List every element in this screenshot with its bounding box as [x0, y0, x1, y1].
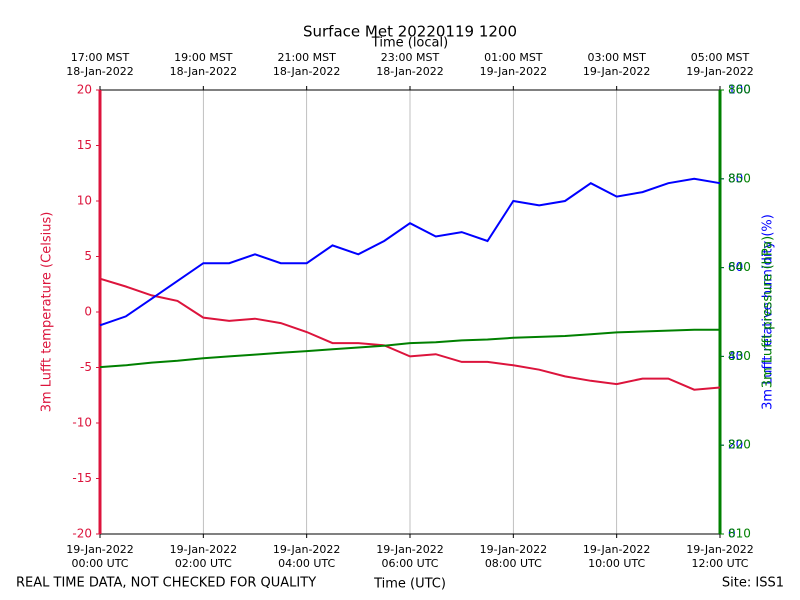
y2-tick-label: 80 — [728, 171, 743, 185]
y2-tick-label: 40 — [728, 349, 743, 363]
x-axis-label: Time (UTC) — [373, 577, 446, 592]
x2-tick-label: 23:00 MST 18-Jan-2022 — [376, 51, 444, 78]
y3-tick-label: 860 — [728, 83, 751, 97]
x-tick-label: 19-Jan-2022 04:00 UTC — [273, 543, 341, 570]
x-tick-label: 19-Jan-2022 08:00 UTC — [480, 543, 548, 570]
y-tick-label: 15 — [77, 138, 92, 152]
y-tick-label: 10 — [77, 194, 92, 208]
y-axis-label: 3m Lufft temperature (Celsius) — [40, 212, 55, 413]
y2-tick-label: 0 — [728, 527, 736, 541]
x2-tick-label: 05:00 MST 19-Jan-2022 — [686, 51, 754, 78]
x2-tick-label: 17:00 MST 18-Jan-2022 — [66, 51, 134, 78]
y2-tick-label: 20 — [728, 438, 743, 452]
data-line — [99, 277, 721, 391]
data-line — [99, 177, 721, 327]
chart-title: Surface Met 20220119 1200 — [303, 23, 517, 41]
y3-axis-label: 3m Lufft pressure (hPa) — [761, 236, 776, 388]
site-label: Site: ISS1 — [722, 576, 784, 591]
x2-tick-label: 01:00 MST 19-Jan-2022 — [480, 51, 548, 78]
y3-tick-label: 820 — [728, 438, 751, 452]
y-tick-label: -20 — [72, 527, 92, 541]
x2-axis-label: Time (local) — [371, 36, 448, 51]
y-tick-label: -10 — [72, 416, 92, 430]
x-tick-label: 19-Jan-2022 00:00 UTC — [66, 543, 134, 570]
y-tick-label: -15 — [72, 471, 92, 485]
y3-tick-label: 830 — [728, 349, 751, 363]
y-tick-label: 5 — [84, 249, 92, 263]
y3-tick-label: 850 — [728, 171, 751, 185]
y3-tick-label: 840 — [728, 260, 751, 274]
x-tick-label: 19-Jan-2022 10:00 UTC — [583, 543, 651, 570]
data-line — [99, 328, 720, 369]
x-tick-label: 19-Jan-2022 06:00 UTC — [376, 543, 444, 570]
y3-tick-label: 810 — [728, 527, 751, 541]
y2-tick-label: 60 — [728, 260, 743, 274]
footer-note: REAL TIME DATA, NOT CHECKED FOR QUALITY — [16, 576, 316, 591]
y-tick-label: -5 — [80, 360, 92, 374]
y2-axis-label: 3m Lufft relative humidity (%) — [761, 214, 776, 410]
y-tick-label: 20 — [77, 83, 92, 97]
x2-tick-label: 03:00 MST 19-Jan-2022 — [583, 51, 651, 78]
x2-tick-label: 19:00 MST 18-Jan-2022 — [170, 51, 238, 78]
x-tick-label: 19-Jan-2022 12:00 UTC — [686, 543, 754, 570]
x-tick-label: 19-Jan-2022 02:00 UTC — [170, 543, 238, 570]
y-tick-label: 0 — [84, 305, 92, 319]
x2-tick-label: 21:00 MST 18-Jan-2022 — [273, 51, 341, 78]
y2-tick-label: 100 — [728, 83, 751, 97]
